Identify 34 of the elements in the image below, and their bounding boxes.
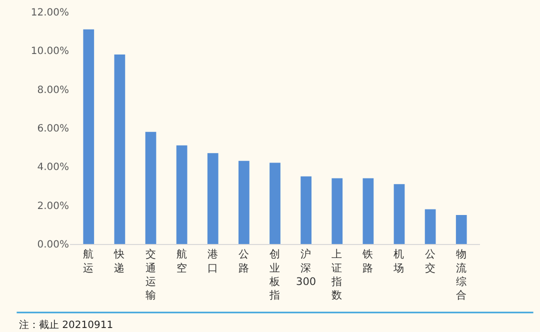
bar <box>456 215 467 244</box>
bar <box>83 29 94 244</box>
x-tick-label: 物流综合 <box>456 248 467 302</box>
bar <box>270 162 280 244</box>
x-tick-label: 交通运输 <box>145 248 156 302</box>
bar <box>114 54 126 244</box>
x-tick-label: 机场 <box>392 248 405 274</box>
y-tick-label: 4.00% <box>37 162 69 174</box>
bar <box>394 184 405 244</box>
bar <box>424 209 436 244</box>
bar <box>145 132 156 244</box>
x-tick-label: 港口 <box>207 248 218 274</box>
y-tick-label: 8.00% <box>37 84 69 96</box>
x-tick-label: 航运 <box>83 248 94 274</box>
y-tick-label: 2.00% <box>37 200 69 212</box>
y-tick-label: 10.00% <box>30 46 69 58</box>
x-tick-label: 沪深300 <box>296 248 316 288</box>
bar <box>176 145 188 244</box>
x-tick-label: 上证指数 <box>330 248 343 302</box>
y-tick-label: 6.00% <box>37 124 69 134</box>
y-tick-label: 0.00% <box>37 240 69 250</box>
x-tick-label: 公路 <box>238 248 250 274</box>
bar <box>207 153 218 244</box>
bar <box>362 178 374 244</box>
text: 注：截止 20210911 <box>19 319 114 331</box>
x-tick-label: 铁路 <box>362 248 374 274</box>
x-tick-label: 创业板指 <box>268 248 280 302</box>
bar <box>238 160 250 244</box>
bar <box>332 178 343 244</box>
y-tick-label: 12.00% <box>30 8 69 18</box>
bar <box>300 176 312 244</box>
x-tick-label: 航空 <box>176 248 188 274</box>
x-tick-label: 快递 <box>113 248 126 274</box>
x-tick-label: 公交 <box>424 248 436 274</box>
